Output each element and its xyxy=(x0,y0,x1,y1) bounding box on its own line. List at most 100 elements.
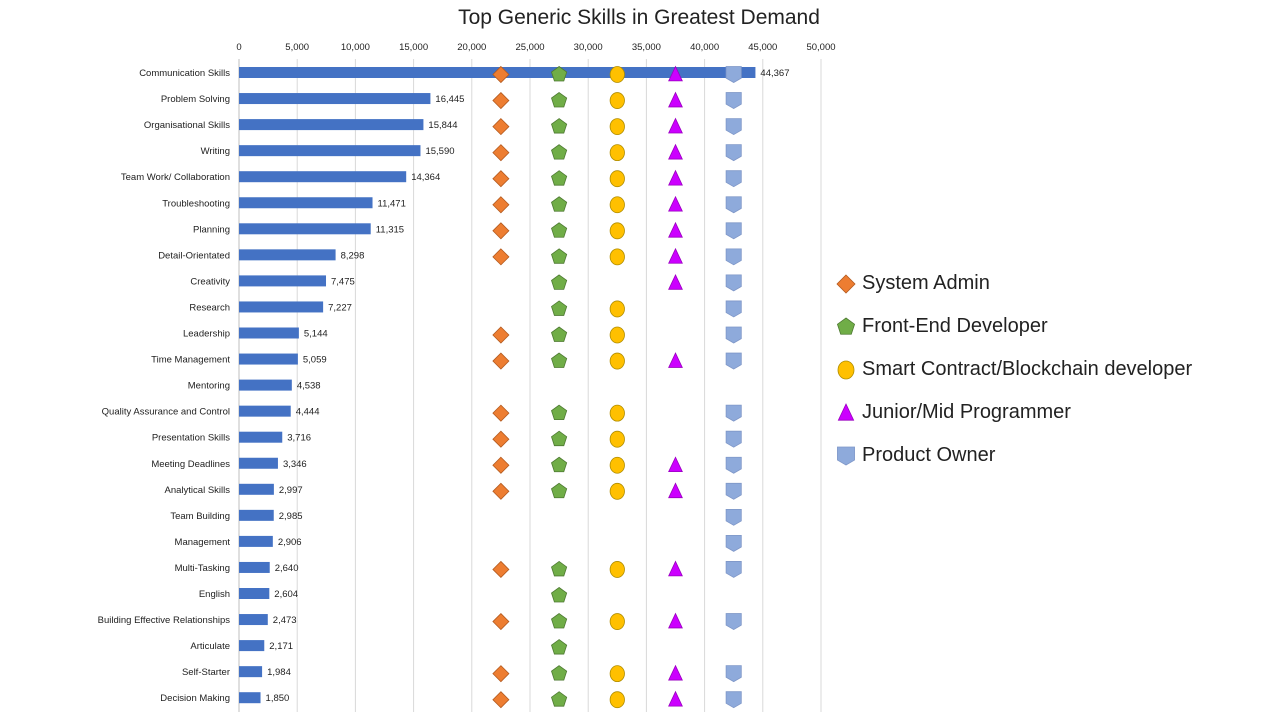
pentagon-marker xyxy=(551,118,568,134)
data-label: 8,298 xyxy=(341,250,365,261)
circle-marker xyxy=(609,430,625,448)
shield-marker xyxy=(725,456,742,474)
shield-marker xyxy=(725,274,742,292)
category-label: Team Building xyxy=(170,511,230,522)
legend-item-smart-contract-developer: Smart Contract/Blockchain developer xyxy=(836,348,1192,391)
triangle-marker xyxy=(668,247,683,264)
pentagon-marker xyxy=(551,170,568,186)
bar xyxy=(239,197,373,209)
shield-marker xyxy=(725,118,742,136)
markers xyxy=(492,65,742,709)
bar xyxy=(239,249,336,261)
circle-marker xyxy=(609,561,625,578)
circle-marker xyxy=(609,665,625,683)
legend: System Admin Front-End Developer Smart C… xyxy=(836,262,1192,477)
pentagon-marker xyxy=(551,92,568,108)
labels: 0 5,000 10,000 15,000 20,000 25,000 30,000 35,0… xyxy=(98,42,836,704)
category-label: Mentoring xyxy=(188,381,230,392)
circle-marker xyxy=(609,456,625,474)
category-label: Team Work/ Collaboration xyxy=(121,172,230,183)
data-label: 2,985 xyxy=(279,511,303,522)
triangle-marker xyxy=(668,195,683,212)
pentagon-marker xyxy=(551,456,568,473)
circle-marker xyxy=(609,300,625,318)
x-tick-label: 30,000 xyxy=(574,42,603,53)
diamond-marker xyxy=(492,352,510,370)
shield-marker xyxy=(725,144,742,162)
x-tick-label: 45,000 xyxy=(748,42,777,53)
pentagon-marker-icon xyxy=(836,317,856,335)
x-tick-label: 40,000 xyxy=(690,42,719,53)
triangle-marker xyxy=(668,273,683,290)
circle-marker xyxy=(609,404,625,422)
triangle-marker xyxy=(668,143,683,160)
category-label: Planning xyxy=(193,224,230,235)
legend-item-product-owner: Product Owner xyxy=(836,434,1192,477)
pentagon-marker xyxy=(551,560,568,577)
shield-marker xyxy=(725,430,742,448)
x-tick-label: 15,000 xyxy=(399,42,428,53)
category-label: Organisational Skills xyxy=(144,120,230,131)
shield-marker xyxy=(725,665,742,683)
category-label: Decision Making xyxy=(160,693,230,704)
circle-marker xyxy=(609,66,625,83)
triangle-marker xyxy=(668,221,683,238)
data-label: 2,171 xyxy=(269,641,293,652)
triangle-marker xyxy=(668,482,683,499)
triangle-marker xyxy=(668,690,683,707)
data-label: 44,367 xyxy=(760,68,789,79)
shield-marker xyxy=(725,300,742,318)
diamond-marker xyxy=(492,430,510,448)
triangle-marker xyxy=(668,664,683,681)
shield-marker xyxy=(725,326,742,344)
pentagon-marker xyxy=(551,691,568,707)
circle-marker xyxy=(609,326,625,344)
shield-marker xyxy=(725,248,742,266)
circle-marker xyxy=(609,482,625,500)
data-label: 4,538 xyxy=(297,381,321,392)
triangle-marker xyxy=(668,169,683,186)
circle-marker xyxy=(609,92,625,109)
legend-label: Front-End Developer xyxy=(862,315,1048,337)
bar xyxy=(239,640,265,652)
diamond-marker xyxy=(492,404,510,422)
diamond-marker xyxy=(492,248,510,266)
data-label: 16,445 xyxy=(435,94,464,105)
diamond-marker xyxy=(492,170,510,188)
pentagon-marker xyxy=(551,274,568,290)
bar xyxy=(239,223,371,235)
data-label: 7,475 xyxy=(331,276,355,287)
circle-marker-icon xyxy=(837,360,855,379)
data-label: 2,604 xyxy=(274,589,298,600)
triangle-marker xyxy=(668,65,683,82)
legend-item-system-admin: System Admin xyxy=(836,262,1192,305)
shield-marker xyxy=(725,66,742,83)
pentagon-marker xyxy=(551,665,568,681)
bar xyxy=(239,353,298,365)
circle-marker xyxy=(609,248,625,266)
bar xyxy=(239,405,291,417)
diamond-marker xyxy=(492,560,510,579)
pentagon-marker xyxy=(551,300,568,316)
category-label: Writing xyxy=(201,146,230,157)
pentagon-marker xyxy=(551,66,568,82)
category-label: Analytical Skills xyxy=(165,485,231,496)
triangle-marker xyxy=(668,612,683,629)
data-label: 11,471 xyxy=(378,198,406,209)
pentagon-marker xyxy=(551,404,568,421)
bar xyxy=(239,93,431,105)
triangle-marker-icon xyxy=(837,402,855,421)
data-label: 2,906 xyxy=(278,537,302,548)
diamond-marker xyxy=(492,326,510,344)
category-label: Detail-Orientated xyxy=(158,250,230,261)
pentagon-marker xyxy=(551,352,568,368)
diamond-marker xyxy=(492,118,510,136)
legend-label: Junior/Mid Programmer xyxy=(862,401,1071,423)
diamond-marker xyxy=(492,65,510,84)
category-label: Communication Skills xyxy=(139,68,230,79)
x-tick-label: 0 xyxy=(236,42,241,53)
circle-marker xyxy=(609,613,625,630)
legend-label: System Admin xyxy=(862,272,990,294)
triangle-marker xyxy=(668,456,683,473)
